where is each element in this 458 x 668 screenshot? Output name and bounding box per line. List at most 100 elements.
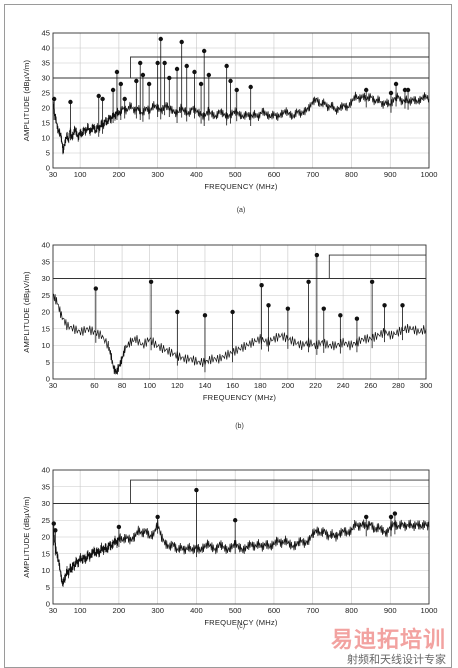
x-tick-label: 80 xyxy=(118,381,126,390)
x-axis-label: FREQUENCY (MHz) xyxy=(203,393,277,402)
peak-marker xyxy=(100,96,105,102)
chart-panel-c: 0 5 10 15 20 25 30 35 40 30 100 200 300 400 500 600 700 8… xyxy=(22,466,437,630)
y-tick-label: 35 xyxy=(42,257,50,266)
y-tick-label: 5 xyxy=(46,149,50,158)
peak-marker xyxy=(393,81,399,87)
peak-marker xyxy=(382,303,387,308)
x-tick-label: 700 xyxy=(306,170,319,179)
x-tick-label: 30 xyxy=(49,606,57,615)
peak-marker xyxy=(402,87,408,93)
x-tick-label: 160 xyxy=(226,381,239,390)
peak-marker xyxy=(364,87,369,93)
x-tick-label: 800 xyxy=(345,606,358,615)
peak-marker xyxy=(114,69,120,75)
peak-marker xyxy=(68,99,73,105)
watermark-subtitle: 射频和天线设计专家 xyxy=(347,653,446,666)
peak-marker xyxy=(53,528,58,533)
x-tick-label: 100 xyxy=(143,381,156,390)
peak-marker xyxy=(175,309,180,315)
peak-marker xyxy=(194,487,199,493)
x-tick-label: 1000 xyxy=(421,606,438,615)
plot-area xyxy=(52,244,427,380)
y-tick-label: 20 xyxy=(42,308,50,317)
y-tick-label: 25 xyxy=(42,291,50,300)
peak-marker xyxy=(146,81,152,87)
peak-marker xyxy=(388,90,394,96)
peak-marker xyxy=(206,72,212,78)
y-tick-label: 40 xyxy=(42,241,50,250)
peak-marker xyxy=(51,521,56,526)
peak-marker xyxy=(140,72,146,78)
peak-marker xyxy=(285,306,291,311)
peak-marker xyxy=(259,283,264,288)
y-tick-label: 35 xyxy=(42,59,50,68)
y-tick-label: 30 xyxy=(42,274,50,283)
plot-area xyxy=(52,469,430,605)
y-tick-label: 35 xyxy=(42,482,50,491)
x-tick-label: 1000 xyxy=(421,170,438,179)
y-tick-label: 0 xyxy=(46,600,50,609)
peak-marker xyxy=(179,39,184,45)
y-tick-label: 40 xyxy=(42,466,50,475)
peak-marker xyxy=(51,96,57,102)
peak-marker xyxy=(392,511,398,516)
y-tick-label: 15 xyxy=(42,324,50,333)
peak-marker xyxy=(184,63,189,69)
y-tick-label: 0 xyxy=(46,164,50,173)
x-tick-label: 200 xyxy=(113,606,126,615)
chart-caption: (a) xyxy=(237,207,246,214)
peak-marker xyxy=(405,87,411,93)
peak-marker xyxy=(174,66,180,72)
x-tick-label: 900 xyxy=(384,606,397,615)
y-tick-label: 0 xyxy=(46,375,50,384)
x-tick-label: 400 xyxy=(190,170,203,179)
peak-marker xyxy=(338,313,343,318)
peak-marker xyxy=(321,306,326,311)
peak-marker xyxy=(93,286,99,291)
peak-marker xyxy=(122,96,127,102)
y-tick-label: 45 xyxy=(42,29,50,38)
peak-marker xyxy=(232,518,238,523)
x-tick-label: 260 xyxy=(364,381,377,390)
y-tick-label: 25 xyxy=(42,89,50,98)
y-tick-label: 30 xyxy=(42,499,50,508)
peak-marker xyxy=(110,87,116,93)
peak-marker xyxy=(96,93,101,99)
x-tick-label: 900 xyxy=(384,170,397,179)
y-tick-label: 20 xyxy=(42,104,50,113)
peak-marker xyxy=(134,78,139,84)
y-axis-label: AMPLITUDE (dBµV/m) xyxy=(22,271,31,353)
y-tick-label: 15 xyxy=(42,119,50,128)
y-tick-label: 30 xyxy=(42,74,50,83)
peak-marker xyxy=(148,279,154,285)
peak-marker xyxy=(248,84,253,90)
x-tick-label: 200 xyxy=(282,381,295,390)
peak-marker xyxy=(266,303,271,308)
series-line xyxy=(52,293,427,375)
x-tick-label: 60 xyxy=(90,381,98,390)
peak-marker xyxy=(314,252,320,258)
y-tick-label: 20 xyxy=(42,533,50,542)
peak-marker xyxy=(224,63,229,69)
peak-marker xyxy=(116,524,122,530)
x-tick-label: 30 xyxy=(49,170,57,179)
y-tick-label: 15 xyxy=(42,549,50,558)
limit-line xyxy=(53,479,429,504)
x-tick-label: 200 xyxy=(113,170,126,179)
peak-marker xyxy=(118,81,124,87)
peak-marker xyxy=(369,279,375,285)
peak-marker xyxy=(201,48,207,54)
x-tick-label: 220 xyxy=(309,381,322,390)
y-tick-label: 40 xyxy=(42,44,50,53)
y-tick-label: 10 xyxy=(42,566,50,575)
x-tick-label: 700 xyxy=(306,606,319,615)
y-tick-label: 25 xyxy=(42,516,50,525)
x-tick-label: 180 xyxy=(254,381,267,390)
watermark-title: 易迪拓培训 xyxy=(330,628,446,653)
peak-marker xyxy=(234,87,239,93)
y-tick-label: 10 xyxy=(42,341,50,350)
y-tick-label: 5 xyxy=(46,358,50,367)
watermark: 易迪拓培训 射频和天线设计专家 xyxy=(330,628,446,667)
chart-panel-b: 0 5 10 15 20 25 30 35 40 30 60 80 100 120 140 160 180 200… xyxy=(22,241,432,430)
x-tick-label: 500 xyxy=(229,170,242,179)
